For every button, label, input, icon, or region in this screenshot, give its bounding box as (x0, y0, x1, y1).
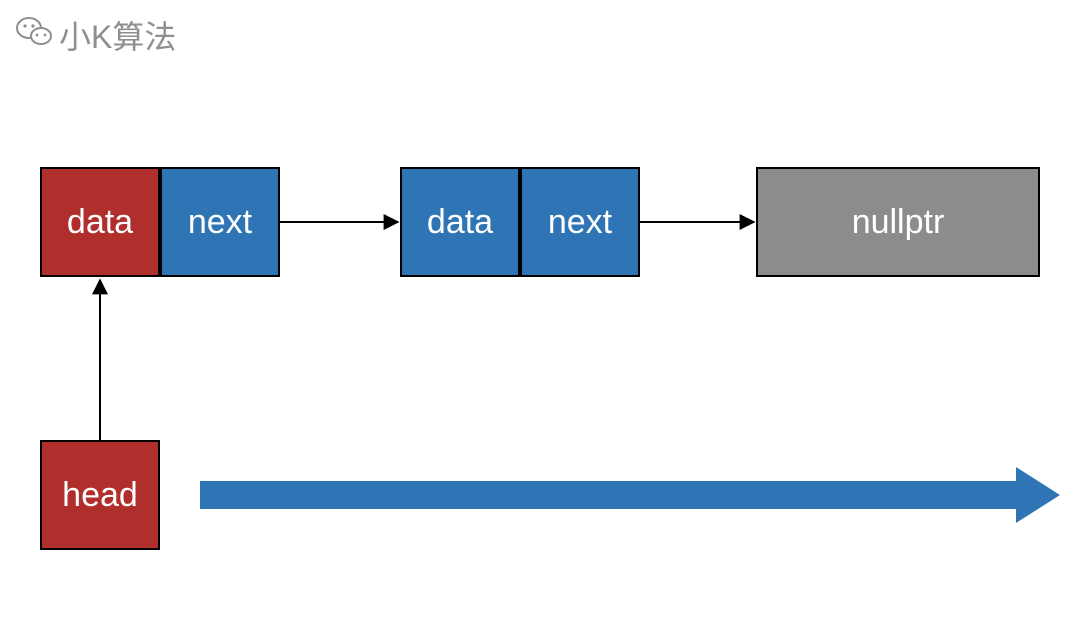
watermark-text: 小K算法 (59, 12, 176, 58)
direction-arrow (200, 467, 1060, 523)
node2-data-label: data (427, 203, 493, 242)
node1-next-label: next (188, 203, 252, 242)
head-label: head (62, 476, 138, 515)
node1-data-label: data (67, 203, 133, 242)
node2-next-label: next (548, 203, 612, 242)
head-box: head (40, 440, 160, 550)
nullptr-box: nullptr (756, 167, 1040, 277)
node2-next-box: next (520, 167, 640, 277)
node1-next-box: next (160, 167, 280, 277)
arrows-overlay (0, 0, 1080, 624)
node1-data-box: data (40, 167, 160, 277)
watermark: 小K算法 (15, 12, 176, 58)
nullptr-label: nullptr (852, 203, 945, 242)
node2-data-box: data (400, 167, 520, 277)
wechat-icon (15, 14, 53, 56)
